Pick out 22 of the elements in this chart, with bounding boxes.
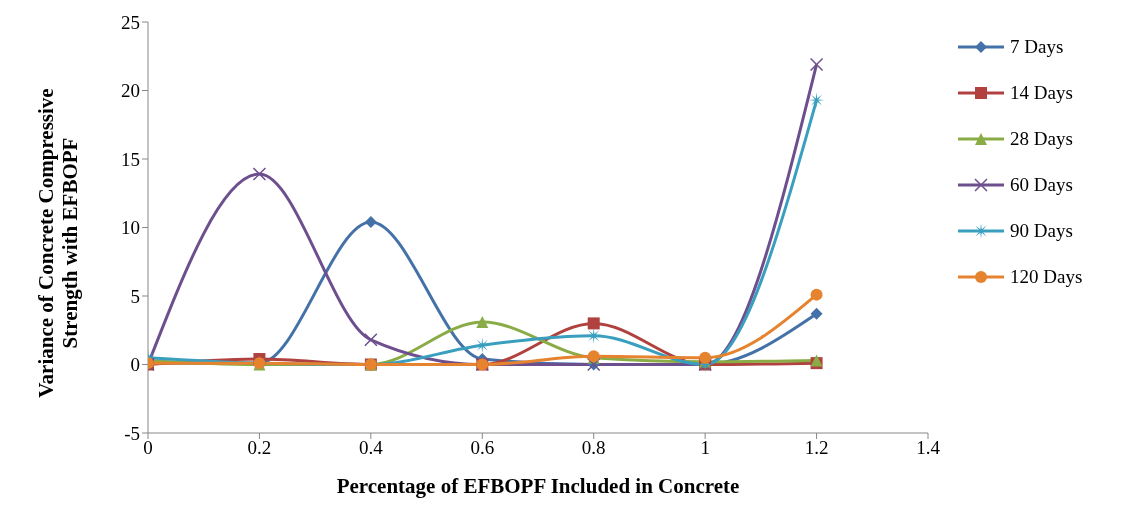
y-tick-label: 10 <box>121 217 140 239</box>
legend-label: 7 Days <box>1010 36 1064 58</box>
x-tick-label: 0.8 <box>581 437 606 459</box>
x-tick-label: 1 <box>700 437 710 459</box>
legend-label: 120 Days <box>1010 266 1083 288</box>
x-axis-title: Percentage of EFBOPF Included in Concrete <box>336 474 740 498</box>
x-tick-label: 0.4 <box>358 437 384 459</box>
x-tick-label: 0.6 <box>470 437 495 459</box>
y-tick-label: 15 <box>121 148 140 170</box>
y-tick-label: 20 <box>121 80 140 102</box>
legend-label: 90 Days <box>1010 220 1073 242</box>
y-tick-label: 25 <box>121 11 140 33</box>
legend-label: 60 Days <box>1010 174 1073 196</box>
y-tick-label: -5 <box>124 422 140 444</box>
legend-label: 14 Days <box>1010 82 1073 104</box>
y-tick-label: 5 <box>130 285 140 307</box>
x-tick-label: 0.2 <box>247 437 272 459</box>
y-tick-label: 0 <box>130 354 140 376</box>
y-axis-title: Variance of Concrete Compressive Strength with EFBOPF <box>34 87 82 400</box>
legend-label: 28 Days <box>1010 128 1073 150</box>
x-tick-label: 1.4 <box>916 437 941 459</box>
x-tick-label: 1.2 <box>804 437 829 459</box>
